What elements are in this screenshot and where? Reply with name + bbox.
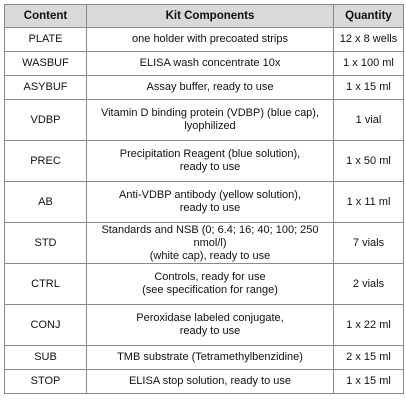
component-line: (see specification for range) (142, 284, 278, 296)
table-row: WASBUF ELISA wash concentrate 10x 1 x 100 … (4, 51, 404, 76)
content-cell: STOP (4, 369, 87, 394)
quantity-cell: 12 x 8 wells (333, 27, 404, 52)
components-cell: Peroxidase labeled conjugate, ready to us… (86, 304, 334, 346)
table-row: ASYBUF Assay buffer, ready to use 1 x 15 m… (4, 75, 404, 100)
table-row: VDBP Vitamin D binding protein (VDBP) (bl… (4, 99, 404, 141)
component-line: Peroxidase labeled conjugate, (136, 312, 284, 324)
table-row: AB Anti-VDBP antibody (yellow solution), r… (4, 181, 404, 223)
component-line: (white cap), ready to use (149, 249, 271, 262)
content-cell: WASBUF (4, 51, 87, 76)
table-header: Content Kit Components Quantity (4, 4, 404, 28)
content-cell: STD (4, 222, 87, 264)
components-cell: one holder with precoated strips (86, 27, 334, 52)
content-cell: VDBP (4, 99, 87, 141)
component-line: Controls, ready for use (154, 271, 266, 283)
table-row: PLATE one holder with precoated strips 12 … (4, 27, 404, 52)
component-line: lyophilized (184, 120, 236, 132)
table-row: STD Standards and NSB (0; 6.4; 16; 40; 10… (4, 222, 404, 264)
content-cell: ASYBUF (4, 75, 87, 100)
quantity-cell: 1 vial (333, 99, 404, 141)
quantity-cell: 1 x 11 ml (333, 181, 404, 223)
component-line: ELISA wash concentrate 10x (139, 57, 281, 69)
content-cell: CONJ (4, 304, 87, 346)
table-row: CTRL Controls, ready for use (see specific… (4, 263, 404, 305)
components-cell: Controls, ready for use (see specificatio… (86, 263, 334, 305)
quantity-cell: 1 x 15 ml (333, 369, 404, 394)
components-cell: TMB substrate (Tetramethylbenzidine) (86, 345, 334, 370)
components-cell: ELISA wash concentrate 10x (86, 51, 334, 76)
quantity-cell: 2 vials (333, 263, 404, 305)
components-cell: Precipitation Reagent (blue solution), re… (86, 140, 334, 182)
component-line: ELISA stop solution, ready to use (128, 375, 292, 387)
component-line: ready to use (179, 202, 241, 214)
content-cell: PLATE (4, 27, 87, 52)
content-cell: SUB (4, 345, 87, 370)
header-cell: Content (4, 4, 87, 28)
quantity-cell: 2 x 15 ml (333, 345, 404, 370)
quantity-cell: 1 x 100 ml (333, 51, 404, 76)
table-row: SUB TMB substrate (Tetramethylbenzidine) 2… (4, 345, 404, 370)
header-cell: Quantity (333, 4, 404, 28)
component-line: one holder with precoated strips (132, 33, 288, 45)
components-cell: ELISA stop solution, ready to use (86, 369, 334, 394)
components-cell: Assay buffer, ready to use (86, 75, 334, 100)
table-body: PLATE one holder with precoated strips 12 … (4, 27, 404, 394)
content-cell: AB (4, 181, 87, 223)
quantity-cell: 1 x 22 ml (333, 304, 404, 346)
component-line: Vitamin D binding protein (VDBP) (blue c… (100, 107, 320, 119)
components-cell: Standards and NSB (0; 6.4; 16; 40; 100; … (86, 222, 334, 264)
quantity-cell: 1 x 50 ml (333, 140, 404, 182)
component-line: ready to use (179, 161, 241, 173)
header-row: Content Kit Components Quantity (4, 4, 404, 28)
kit-table: Content Kit Components Quantity PLATE one… (4, 4, 404, 394)
content-cell: PREC (4, 140, 87, 182)
quantity-cell: 7 vials (333, 222, 404, 264)
component-line: Standards and NSB (0; 6.4; 16; 40; 100; … (101, 223, 319, 249)
component-line: Anti-VDBP antibody (yellow solution), (119, 189, 301, 201)
component-line: Precipitation Reagent (blue solution), (119, 148, 301, 160)
table-row: CONJ Peroxidase labeled conjugate, ready t… (4, 304, 404, 346)
component-line: ready to use (179, 325, 241, 337)
table-row: PREC Precipitation Reagent (blue solution… (4, 140, 404, 182)
quantity-cell: 1 x 15 ml (333, 75, 404, 100)
header-cell: Kit Components (86, 4, 334, 28)
component-line: Assay buffer, ready to use (146, 81, 274, 93)
component-line: TMB substrate (Tetramethylbenzidine) (117, 351, 303, 363)
components-cell: Anti-VDBP antibody (yellow solution), rea… (86, 181, 334, 223)
table-row: STOP ELISA stop solution, ready to use 1 x… (4, 369, 404, 394)
components-cell: Vitamin D binding protein (VDBP) (blue c… (86, 99, 334, 141)
content-cell: CTRL (4, 263, 87, 305)
